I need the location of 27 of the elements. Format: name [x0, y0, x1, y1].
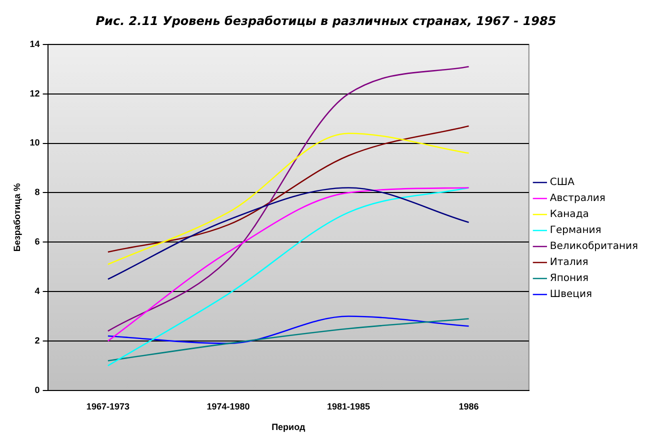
legend-label: Италия: [550, 257, 588, 268]
y-tick-label: 14: [30, 38, 40, 49]
line-series: [107, 66, 470, 332]
y-axis-title: Безработица %: [12, 183, 22, 252]
line-series: [107, 316, 470, 344]
line-series: [107, 187, 470, 280]
x-axis-title: Период: [272, 422, 306, 432]
x-tick-label: 1981-1985: [326, 401, 370, 412]
y-tick-label: 4: [34, 286, 40, 296]
legend-label: Австралия: [550, 193, 606, 204]
x-tick-label: 1986: [458, 401, 479, 412]
legend-label: Великобритания: [550, 241, 638, 252]
y-tick-label: 8: [34, 187, 40, 198]
y-tick-label: 2: [34, 335, 40, 346]
chart-title: Рис. 2.11 Уровень безработицы в различных странах, 1967 - 1985: [94, 14, 558, 28]
y-tick-label: 6: [34, 236, 40, 247]
x-tick-label: 1974-1980: [206, 401, 250, 412]
y-tick-label: 10: [30, 138, 40, 148]
x-tick-label: 1967-1973: [86, 401, 130, 412]
legend-label: Канада: [550, 209, 589, 220]
line-series: [107, 318, 470, 362]
legend-label: Япония: [550, 273, 589, 284]
legend-label: Швеция: [550, 289, 592, 300]
legend-label: Германия: [550, 225, 602, 236]
legend-label: США: [550, 177, 575, 188]
y-tick-label: 0: [34, 384, 40, 395]
y-tick-label: 12: [30, 88, 40, 98]
